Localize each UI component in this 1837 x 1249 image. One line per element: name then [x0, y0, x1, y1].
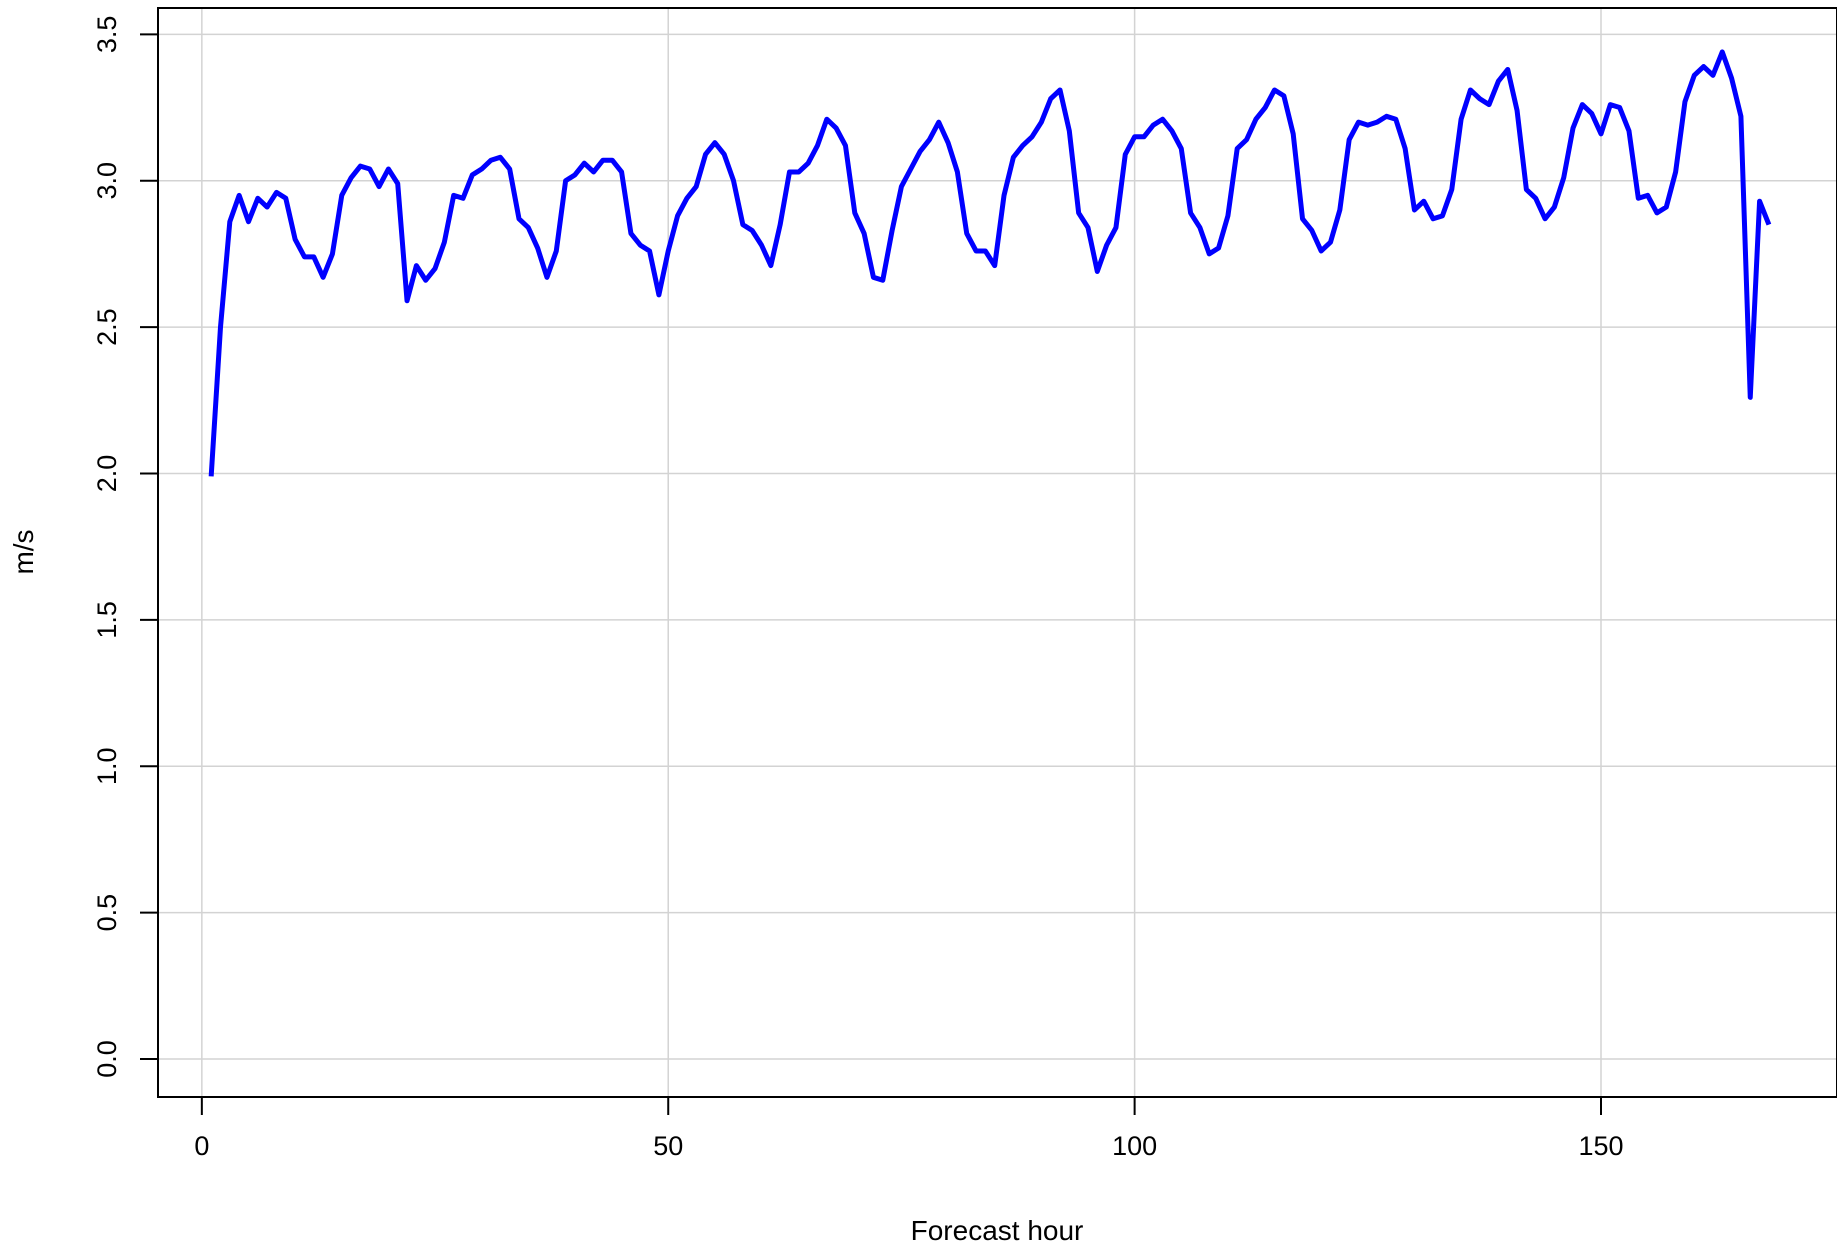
y-axis: 0.0 0.5 1.0 1.5 2.0 2.5 3.0 3.5	[92, 16, 158, 1078]
x-axis: 0 50 100 150	[194, 1097, 1624, 1161]
y-axis-title: m/s	[8, 529, 39, 574]
plot-frame	[157, 7, 1837, 1098]
y-tick-label: 1.5	[92, 601, 122, 639]
y-tick-label: 3.0	[92, 162, 122, 200]
series-layer	[208, 49, 1772, 477]
y-tick-label: 0.0	[92, 1040, 122, 1078]
x-tick-label: 50	[653, 1131, 683, 1161]
y-tick-label: 1.0	[92, 747, 122, 785]
y-tick-label: 2.0	[92, 455, 122, 493]
series-line	[208, 49, 1772, 477]
x-axis-title: Forecast hour	[911, 1215, 1084, 1246]
x-tick-label: 150	[1578, 1131, 1623, 1161]
y-tick-label: 2.5	[92, 308, 122, 346]
y-tick-label: 0.5	[92, 894, 122, 932]
y-tick-label: 3.5	[92, 16, 122, 54]
x-tick-label: 100	[1112, 1131, 1157, 1161]
x-tick-label: 0	[194, 1131, 209, 1161]
grid	[158, 8, 1837, 1097]
